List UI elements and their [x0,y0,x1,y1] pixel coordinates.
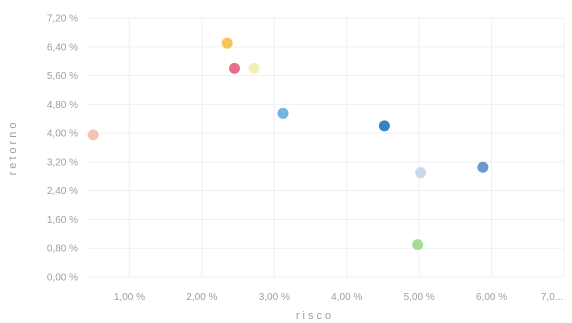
x-tick-label: 1,00 % [114,292,145,303]
data-point[interactable] [221,37,233,49]
y-tick-label: 7,20 % [47,14,78,25]
x-tick-label: 2,00 % [186,292,217,303]
x-tick-label: 7,0... [541,292,563,303]
y-tick-label: 6,40 % [47,42,78,53]
x-axis-title: risco [296,310,334,322]
y-tick-label: 1,60 % [47,215,78,226]
data-point[interactable] [228,62,240,74]
y-tick-label: 3,20 % [47,157,78,168]
data-point[interactable] [415,167,427,179]
y-tick-label: 2,40 % [47,186,78,197]
y-tick-label: 0,80 % [47,244,78,255]
data-point[interactable] [277,107,289,119]
data-point[interactable] [477,161,489,173]
data-point[interactable] [378,120,390,132]
y-tick-label: 0,00 % [47,273,78,284]
y-tick-label: 5,60 % [47,71,78,82]
y-axis-ticks: 0,00 % 0,80 % 1,60 % 2,40 % 3,20 % 4,00 % 4,80… [47,14,78,284]
y-axis-title: retorno [7,120,19,176]
x-tick-label: 6,00 % [476,292,507,303]
x-axis-ticks: 1,00 % 2,00 % 3,00 % 4,00 % 5,00 % 6,00 % 7,0.… [114,292,563,303]
data-point[interactable] [87,129,99,141]
x-tick-label: 4,00 % [331,292,362,303]
data-points [87,37,489,251]
data-point[interactable] [412,239,424,251]
y-tick-label: 4,80 % [47,100,78,111]
y-tick-label: 4,00 % [47,129,78,140]
data-point[interactable] [248,62,260,74]
grid-layer [86,17,565,278]
x-tick-label: 3,00 % [259,292,290,303]
x-tick-label: 5,00 % [404,292,435,303]
